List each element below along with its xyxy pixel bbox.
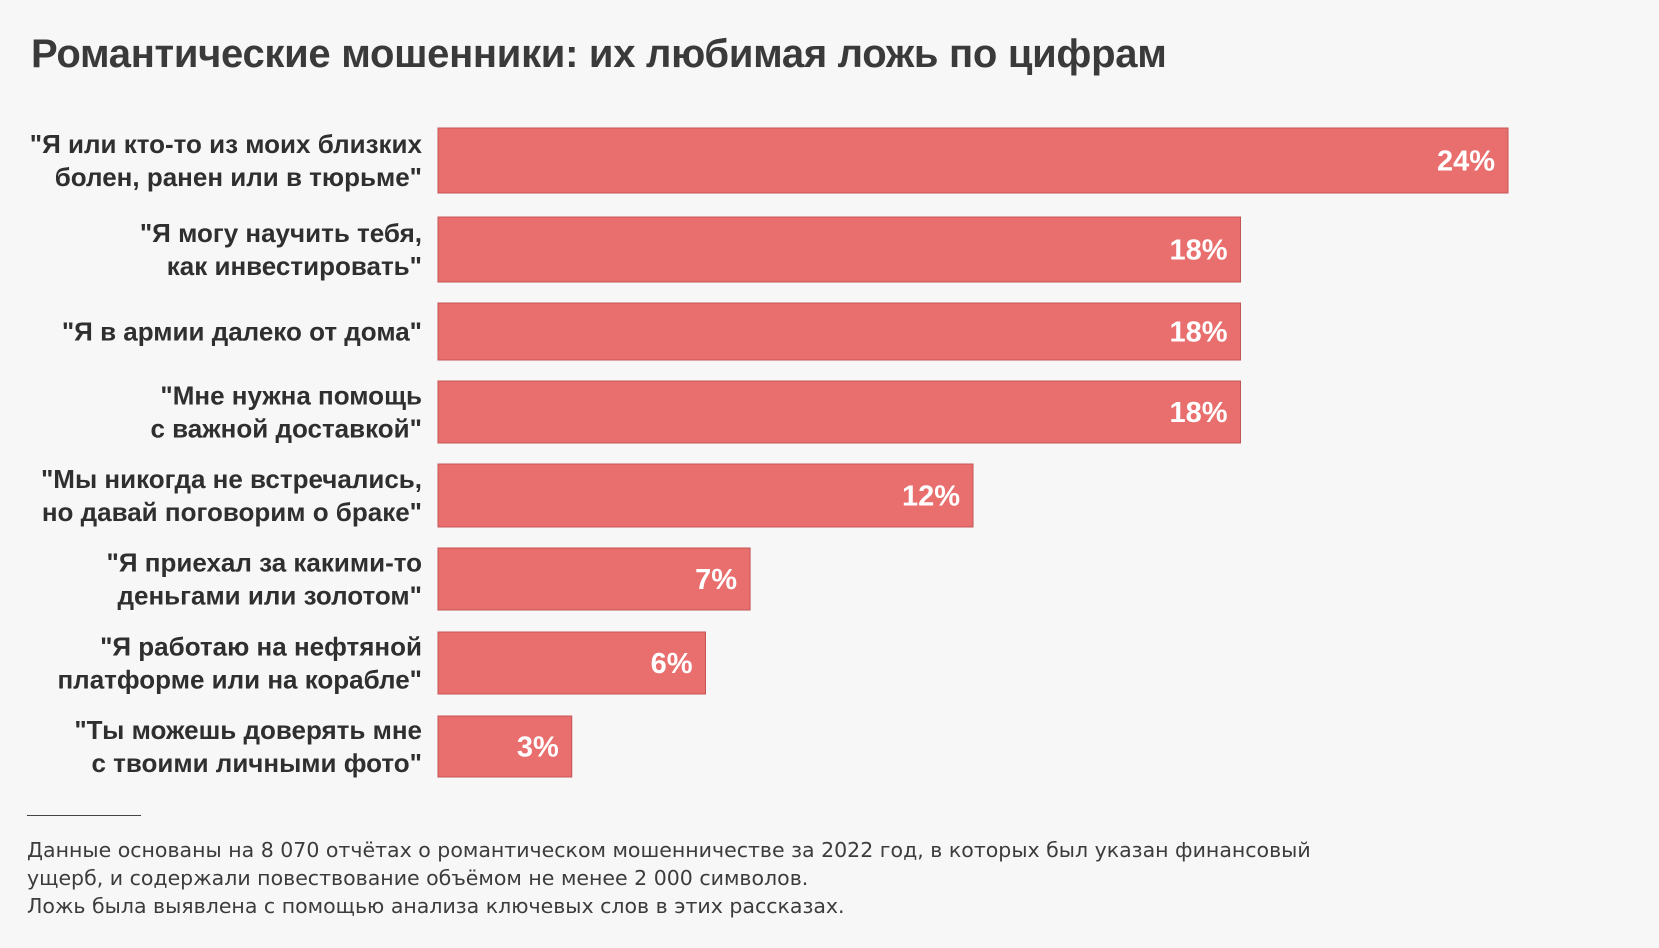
category-label: "Я приехал за какими-то	[107, 548, 422, 578]
bar	[437, 216, 1241, 283]
category-label: как инвестировать"	[167, 251, 422, 281]
bar-value-label: 18%	[1169, 317, 1227, 349]
category-label: болен, ранен или в тюрьме"	[55, 162, 422, 192]
bar-value-label: 3%	[517, 732, 559, 764]
category-label: "Я в армии далеко от дома"	[62, 317, 422, 347]
bar-value-label: 12%	[902, 481, 960, 513]
category-label: с важной доставкой"	[150, 414, 422, 444]
footnote-line: Данные основаны на 8 070 отчётах о роман…	[27, 838, 1311, 862]
category-label: но давай поговорим о браке"	[42, 497, 422, 527]
footnote-line: ущерб, и содержали повествование объёмом…	[27, 866, 809, 890]
bar-value-label: 7%	[695, 564, 737, 596]
bar	[437, 631, 706, 695]
category-label: "Я или кто-то из моих близких	[30, 129, 423, 159]
category-label: с твоими личными фото"	[91, 748, 422, 778]
category-label: "Мне нужна помощь	[160, 381, 422, 411]
footnote-divider	[27, 815, 141, 816]
category-label: платформе или на корабле"	[57, 665, 422, 695]
category-label: "Я могу научить тебя,	[140, 218, 422, 248]
footnote-line: Ложь была выявлена с помощью анализа клю…	[27, 894, 845, 918]
bar-value-label: 18%	[1169, 397, 1227, 429]
category-label: "Мы никогда не встречались,	[41, 464, 422, 494]
bar-value-label: 24%	[1437, 146, 1495, 178]
bar-value-label: 18%	[1169, 235, 1227, 267]
bar	[437, 302, 1241, 361]
footnote: Данные основаны на 8 070 отчётах о роман…	[27, 836, 1427, 920]
bar	[437, 463, 974, 528]
category-label: деньгами или золотом"	[118, 581, 423, 611]
bar	[437, 715, 573, 778]
bar	[437, 380, 1241, 444]
category-label: "Ты можешь доверять мне	[74, 715, 422, 745]
bar-value-label: 6%	[651, 648, 693, 680]
bar	[437, 547, 751, 611]
category-label: "Я работаю на нефтяной	[100, 632, 422, 662]
chart-title: Романтические мошенники: их любимая ложь…	[31, 32, 1167, 76]
bar	[437, 127, 1509, 194]
